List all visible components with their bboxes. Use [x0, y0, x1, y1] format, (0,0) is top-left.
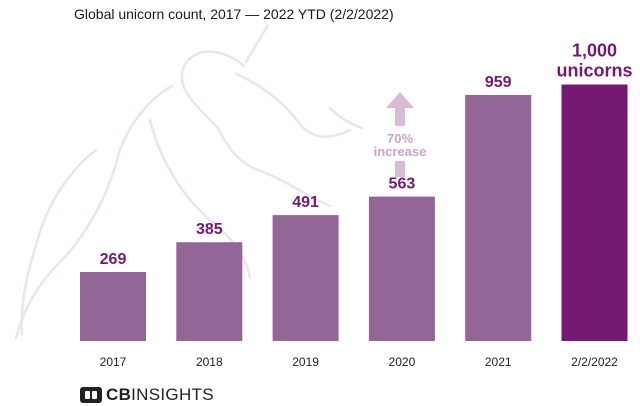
bar-2-2-2022 — [561, 84, 628, 341]
bar-2017 — [80, 272, 146, 341]
value-label-2019: 491 — [292, 194, 319, 211]
cbinsights-logo-icon — [80, 387, 102, 403]
x-tick-label-2019: 2019 — [292, 355, 319, 369]
bar-2020 — [368, 196, 435, 341]
x-tick-label-2018: 2018 — [196, 355, 223, 369]
brand-rest: INSIGHTS — [131, 385, 214, 404]
bar-2018 — [176, 242, 243, 341]
value-label-suffix: unicorns — [556, 61, 632, 81]
x-tick-label-2021: 2021 — [485, 355, 512, 369]
increase-annotation: 70% increase — [374, 92, 427, 177]
value-label-2018: 385 — [196, 221, 223, 238]
annotation-word: increase — [374, 144, 427, 159]
annotation-arrow-stem — [395, 161, 405, 177]
x-axis-labels-group: 2017 2018 2019 2020 2021 2/2/2022 — [100, 355, 619, 369]
x-tick-label-2020: 2020 — [389, 355, 416, 369]
value-label-2021: 959 — [485, 74, 512, 91]
x-tick-label-2-2-2022: 2/2/2022 — [571, 355, 618, 369]
chart-subtitle: Global unicorn count, 2017 — 2022 YTD (2… — [74, 6, 394, 22]
cbinsights-logo: CBINSIGHTS — [80, 386, 214, 404]
up-arrow-icon — [386, 92, 414, 126]
unicorn-watermark — [14, 23, 364, 340]
annotation-percent: 70% — [387, 131, 413, 146]
brand-bold: CB — [106, 385, 132, 404]
bar-2021 — [465, 95, 532, 341]
bar-2019 — [272, 215, 339, 341]
bars-group — [80, 84, 628, 341]
value-label-2020: 563 — [389, 176, 416, 193]
x-tick-label-2017: 2017 — [100, 355, 127, 369]
value-label-2-2-2022: 1,000 — [572, 41, 617, 61]
value-label-2017: 269 — [100, 251, 127, 268]
